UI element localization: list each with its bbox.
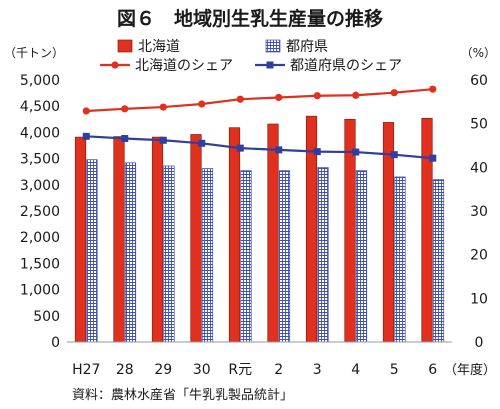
- hokkaido-share-point: [352, 91, 360, 99]
- right-axis-unit: （%）: [461, 46, 496, 60]
- right-tick-label: 0: [475, 335, 484, 351]
- hokkaido-share-point: [236, 95, 244, 103]
- hokkaido-share-point: [198, 100, 206, 108]
- left-tick-label: 1,000: [20, 283, 60, 299]
- hokkaido-share-point: [82, 107, 90, 115]
- legend-marker: [266, 61, 274, 69]
- hokkaido-bar: [267, 123, 279, 343]
- prefectures-bar: [394, 176, 406, 343]
- prefectures-bar: [317, 167, 329, 343]
- category-label: 2: [274, 362, 283, 378]
- hokkaido-share-point: [313, 92, 321, 100]
- left-tick-label: 5,000: [20, 73, 60, 89]
- prefectures-share-point: [275, 146, 283, 154]
- chart-title: 図６ 地域別生乳生産量の推移: [117, 7, 383, 30]
- prefectures-share-point: [159, 136, 167, 144]
- hokkaido-share-line: [86, 88, 433, 113]
- hokkaido-share-point: [159, 103, 167, 111]
- left-tick-label: 0: [51, 335, 60, 351]
- prefectures-share-point: [82, 132, 90, 140]
- prefectures-share-point: [313, 148, 321, 156]
- legend-label: 北海道: [138, 39, 180, 55]
- right-tick-label: 60: [470, 73, 488, 89]
- hokkaido-bar: [113, 136, 125, 343]
- hokkaido-share-point: [121, 105, 129, 113]
- prefectures-bar: [86, 159, 98, 343]
- left-tick-label: 500: [33, 309, 60, 325]
- legend-swatch: [265, 39, 281, 53]
- hokkaido-share-point: [390, 89, 398, 97]
- hokkaido-bar: [74, 136, 87, 343]
- hokkaido-share-point: [429, 85, 437, 93]
- right-tick-label: 30: [470, 204, 488, 220]
- category-label: R元: [228, 362, 252, 378]
- prefectures-bar: [355, 170, 368, 343]
- prefectures-bar: [201, 168, 214, 343]
- prefectures-share-point: [352, 148, 360, 156]
- legend-marker: [111, 61, 119, 69]
- prefectures-bar: [240, 170, 252, 343]
- right-tick-label: 10: [470, 291, 488, 307]
- axes: 05001,0001,5002,0002,5003,0003,5004,0004…: [20, 73, 488, 378]
- prefectures-bar: [124, 162, 137, 343]
- left-tick-label: 2,500: [20, 204, 60, 220]
- category-label: 28: [116, 362, 134, 378]
- left-tick-label: 1,500: [20, 256, 60, 272]
- category-label: 6: [428, 362, 437, 378]
- category-label: 30: [193, 362, 211, 378]
- category-label: 3: [313, 362, 322, 378]
- category-label: H27: [72, 362, 100, 378]
- category-label: 4: [351, 362, 360, 378]
- prefectures-share-point: [121, 135, 129, 143]
- category-label: 5: [390, 362, 399, 378]
- hokkaido-bar: [228, 127, 241, 343]
- hokkaido-share-point: [275, 93, 283, 102]
- legend-label: 都府県: [286, 39, 328, 55]
- prefectures-share-point: [236, 144, 244, 152]
- hokkaido-bar: [190, 134, 202, 343]
- prefectures-share-point: [198, 139, 206, 147]
- source-note: 資料：農林水産省「牛乳乳製品統計」: [72, 387, 293, 403]
- legend-label: 北海道のシェア: [135, 58, 233, 74]
- left-tick-label: 2,000: [20, 230, 60, 246]
- right-tick-label: 50: [470, 117, 488, 133]
- share-lines: [82, 85, 437, 162]
- left-tick-label: 4,000: [20, 125, 60, 141]
- x-axis-unit: （年度）: [444, 362, 496, 378]
- left-tick-label: 3,000: [20, 178, 60, 194]
- prefectures-share-point: [390, 151, 398, 159]
- legend-label: 都道府県のシェア: [290, 58, 402, 74]
- prefectures-bar: [163, 165, 175, 343]
- hokkaido-bar: [151, 136, 164, 343]
- left-tick-label: 3,500: [20, 152, 60, 168]
- prefectures-share-point: [429, 154, 437, 162]
- left-axis-unit: （千トン）: [4, 46, 64, 60]
- right-tick-label: 40: [470, 160, 488, 176]
- legend-swatch: [117, 39, 133, 53]
- prefectures-share-line: [86, 135, 433, 160]
- hokkaido-bar: [421, 117, 433, 343]
- category-label: 29: [154, 362, 172, 378]
- bars: [74, 115, 445, 343]
- prefectures-bar: [278, 170, 291, 343]
- left-tick-label: 4,500: [20, 99, 60, 115]
- right-tick-label: 20: [470, 248, 488, 264]
- prefectures-bar: [432, 179, 445, 343]
